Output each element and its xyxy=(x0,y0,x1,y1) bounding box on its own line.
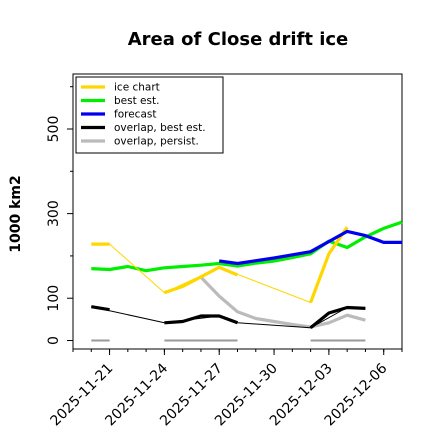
series-line-overlap-best-est--7 xyxy=(91,305,110,312)
legend-label: overlap, persist. xyxy=(114,136,199,148)
series-line-overlap-best-est--8 xyxy=(164,314,239,325)
series-layer xyxy=(91,220,403,342)
series-line-overlap-best-est--9 xyxy=(309,305,366,330)
y-tick-label: 500 xyxy=(46,116,62,143)
legend-label: overlap, best est. xyxy=(114,122,206,134)
y-axis: 0 100 300 500 xyxy=(46,86,73,345)
chart-title: Area of Close drift ice xyxy=(128,29,349,50)
legend-label: forecast xyxy=(114,109,156,121)
series-line-ice-chart-3 xyxy=(309,226,349,304)
y-tick-label: 100 xyxy=(46,285,62,312)
legend-label: best est. xyxy=(114,95,159,107)
series-line-ice-chart-2 xyxy=(163,265,239,295)
series-line-forecast-5 xyxy=(218,229,402,266)
series-line-best-est--4 xyxy=(91,220,403,273)
y-axis-label: 1000 km2 xyxy=(8,175,24,252)
y-tick-label: 300 xyxy=(46,200,62,227)
series-line-overlap-persist--10 xyxy=(199,275,366,329)
x-axis: 2025-11-212025-11-242025-11-272025-11-30… xyxy=(48,349,403,429)
y-tick-label: 0 xyxy=(46,336,62,345)
legend-label: ice chart xyxy=(114,82,160,94)
